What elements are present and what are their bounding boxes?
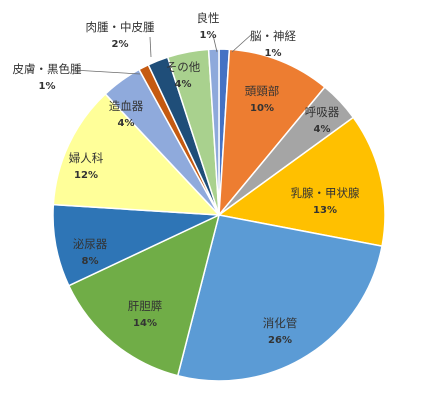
slice-label-pct: 4% bbox=[118, 118, 135, 129]
slice-label-name: 肉腫・中皮腫 bbox=[86, 20, 155, 34]
slice-label-pct: 10% bbox=[250, 103, 274, 114]
pie-slice bbox=[176, 214, 383, 382]
pie-slice bbox=[52, 92, 221, 216]
slice-label-pct: 1% bbox=[39, 81, 56, 92]
slice-label-name: 婦人科 bbox=[69, 151, 104, 165]
slice-label-name: 脳・神経 bbox=[250, 29, 296, 43]
leader-line bbox=[72, 69, 141, 75]
slice-label-name: 頭頸部 bbox=[245, 84, 280, 98]
pie-slice bbox=[207, 48, 220, 216]
pie-slice bbox=[67, 213, 221, 377]
pie-slice bbox=[218, 48, 326, 218]
slice-label-name: 造血器 bbox=[109, 99, 144, 113]
slice-label-name: 呼吸器 bbox=[305, 105, 340, 119]
slice-label-name: 良性 bbox=[197, 11, 220, 25]
slice-label-pct: 8% bbox=[82, 256, 99, 267]
leader-line bbox=[149, 36, 152, 58]
slice-label-pct: 4% bbox=[314, 124, 331, 135]
slice-label-name: 肝胆膵 bbox=[128, 299, 163, 313]
slice-label-pct: 26% bbox=[268, 335, 292, 346]
leader-line bbox=[212, 34, 218, 53]
slice-label-pct: 1% bbox=[265, 48, 282, 59]
slice-label-name: 泌尿器 bbox=[73, 237, 108, 251]
slice-label-name: その他 bbox=[166, 60, 201, 74]
slice-label-pct: 4% bbox=[175, 79, 192, 90]
slice-label-pct: 13% bbox=[313, 205, 337, 216]
slice-label-name: 皮膚・黒色腫 bbox=[13, 62, 82, 76]
leader-line bbox=[231, 33, 253, 53]
slice-label-pct: 14% bbox=[133, 318, 157, 329]
pie-slice bbox=[217, 116, 386, 247]
slice-label-pct: 1% bbox=[200, 30, 217, 41]
slice-label-name: 消化管 bbox=[263, 316, 298, 330]
slice-label-name: 乳腺・甲状腺 bbox=[291, 186, 360, 200]
slice-label-pct: 2% bbox=[112, 39, 129, 50]
slice-label-pct: 12% bbox=[74, 170, 98, 181]
